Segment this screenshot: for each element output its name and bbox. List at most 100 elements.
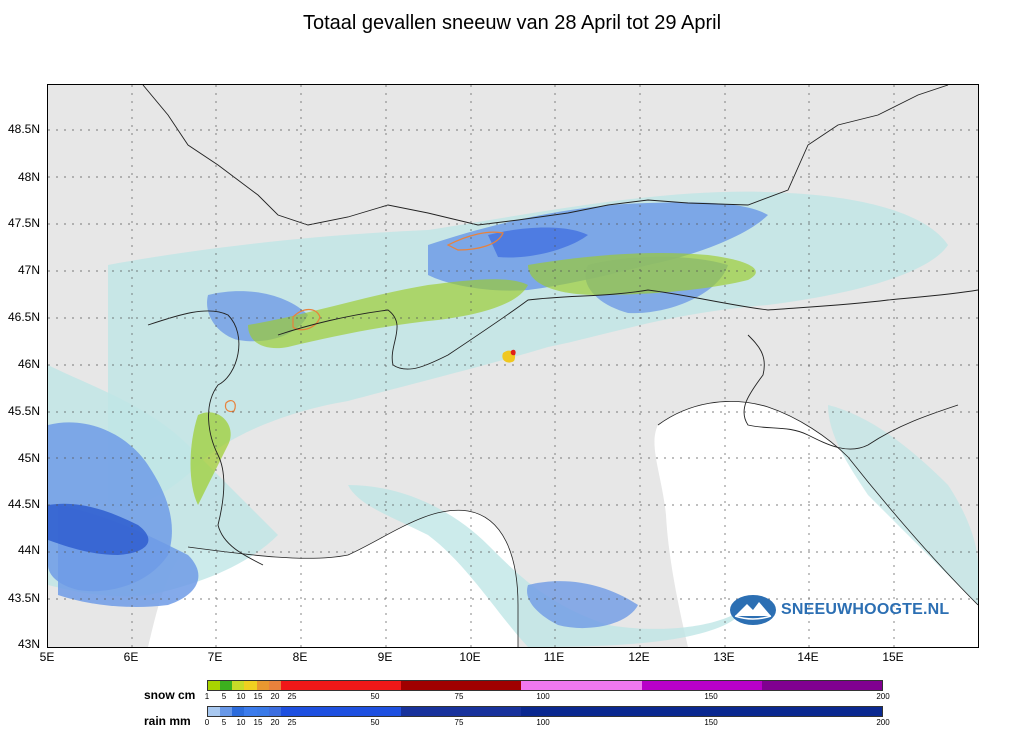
rain-color-segment bbox=[256, 707, 269, 716]
longitude-label: 9E bbox=[377, 650, 393, 664]
rain-tick-label: 20 bbox=[270, 718, 280, 727]
country-border bbox=[743, 334, 959, 450]
rain-color-segment bbox=[581, 707, 642, 716]
rain-color-segment bbox=[701, 707, 762, 716]
latitude-label: 44N bbox=[17, 543, 40, 557]
snow-tick-label: 10 bbox=[236, 692, 246, 701]
snow-tick-label: 5 bbox=[221, 692, 227, 701]
rain-color-segment bbox=[641, 707, 702, 716]
map-graphic bbox=[48, 85, 978, 647]
rain-tick-label: 25 bbox=[287, 718, 297, 727]
rain-color-segment bbox=[268, 707, 281, 716]
brand-text: SNEEUWHOOGTE.NL bbox=[781, 601, 950, 618]
rain-tick-label: 150 bbox=[704, 718, 718, 727]
rain-color-segment bbox=[280, 707, 342, 716]
snow-area-central bbox=[248, 279, 528, 349]
longitude-label: 13E bbox=[713, 650, 735, 664]
latitude-label: 48N bbox=[17, 170, 40, 184]
latitude-label: 48.5N bbox=[7, 122, 40, 136]
snow-color-segment bbox=[641, 681, 702, 690]
snow-outline bbox=[224, 399, 236, 413]
longitude-label: 5E bbox=[39, 650, 55, 664]
rain-colorbar bbox=[207, 706, 883, 717]
snow-colorbar-ticks: 1 5 10 15 20 25 50 75 100 150 200 bbox=[204, 692, 890, 704]
rain-tick-label: 200 bbox=[876, 718, 890, 727]
snow-color-segment bbox=[341, 681, 402, 690]
snow-legend-label: snow cm bbox=[144, 688, 196, 702]
snow-tick-label: 50 bbox=[370, 692, 380, 701]
snow-color-segment bbox=[461, 681, 522, 690]
snow-color-segment bbox=[401, 681, 462, 690]
latitude-label: 47N bbox=[17, 263, 40, 277]
snow-color-segment bbox=[521, 681, 582, 690]
rain-tick-label: 100 bbox=[536, 718, 550, 727]
snow-tick-label: 75 bbox=[454, 692, 464, 701]
snow-area-west bbox=[190, 412, 231, 505]
rain-color-segment bbox=[341, 707, 402, 716]
map-title: Totaal gevallen sneeuw van 28 April tot … bbox=[302, 12, 722, 34]
latitude-label: 47.5N bbox=[7, 216, 40, 230]
snow-color-segment bbox=[761, 681, 822, 690]
map-area[interactable] bbox=[47, 84, 979, 648]
brand-watermark: SNEEUWHOOGTE.NL bbox=[729, 592, 959, 630]
snow-color-segment bbox=[581, 681, 642, 690]
rain-color-segment bbox=[521, 707, 582, 716]
longitude-label: 6E bbox=[123, 650, 139, 664]
mountain-logo-icon bbox=[730, 595, 776, 625]
longitude-label: 14E bbox=[797, 650, 819, 664]
rain-heavy-sw bbox=[48, 503, 149, 555]
longitude-label: 12E bbox=[628, 650, 650, 664]
latitude-label: 45.5N bbox=[7, 404, 40, 418]
snow-tick-label: 25 bbox=[287, 692, 297, 701]
adriatic-sea bbox=[654, 401, 978, 647]
country-border bbox=[277, 289, 978, 370]
ligurian-sea bbox=[148, 510, 518, 647]
snow-tick-label: 1 bbox=[204, 692, 210, 701]
rain-legend-label: rain mm bbox=[144, 714, 191, 728]
rain-medium-north bbox=[428, 202, 768, 291]
coastline bbox=[187, 509, 519, 647]
snow-color-segment bbox=[701, 681, 762, 690]
snow-tick-label: 200 bbox=[876, 692, 890, 701]
snow-color-segment bbox=[244, 681, 257, 690]
longitude-label: 11E bbox=[543, 650, 565, 664]
latitude-label: 44.5N bbox=[7, 497, 40, 511]
rain-color-segment bbox=[761, 707, 822, 716]
latitude-label: 43.5N bbox=[7, 591, 40, 605]
coastline bbox=[657, 401, 978, 606]
latitude-label: 46N bbox=[17, 357, 40, 371]
snow-color-segment bbox=[256, 681, 269, 690]
rain-tick-label: 5 bbox=[221, 718, 227, 727]
longitude-label: 7E bbox=[207, 650, 223, 664]
snow-peak-red bbox=[510, 349, 516, 356]
longitude-label: 8E bbox=[292, 650, 308, 664]
latitude-label: 46.5N bbox=[7, 310, 40, 324]
snow-color-segment bbox=[220, 681, 233, 690]
snow-outline bbox=[446, 231, 504, 251]
rain-tick-label: 50 bbox=[370, 718, 380, 727]
snow-tick-label: 100 bbox=[536, 692, 550, 701]
snow-tick-label: 15 bbox=[253, 692, 263, 701]
snow-color-segment bbox=[821, 681, 883, 690]
country-border bbox=[142, 85, 949, 226]
snow-color-segment bbox=[268, 681, 281, 690]
snow-tick-label: 20 bbox=[270, 692, 280, 701]
rain-light-east bbox=[828, 405, 978, 605]
snow-area-east bbox=[528, 253, 756, 295]
rain-color-segment bbox=[821, 707, 883, 716]
rain-tick-label: 10 bbox=[236, 718, 246, 727]
rain-heavy-north bbox=[488, 227, 588, 258]
longitude-label: 15E bbox=[882, 650, 904, 664]
rain-color-segment bbox=[244, 707, 257, 716]
rain-color-segment bbox=[401, 707, 462, 716]
rain-tick-label: 0 bbox=[204, 718, 210, 727]
snow-colorbar bbox=[207, 680, 883, 691]
rain-color-segment bbox=[220, 707, 233, 716]
snow-color-segment bbox=[208, 681, 221, 690]
rain-light-coast bbox=[348, 485, 748, 647]
rain-tick-label: 15 bbox=[253, 718, 263, 727]
rain-tick-label: 75 bbox=[454, 718, 464, 727]
rain-color-segment bbox=[232, 707, 245, 716]
rain-colorbar-ticks: 0 5 10 15 20 25 50 75 100 150 200 bbox=[204, 718, 890, 730]
rain-medium-coast bbox=[527, 581, 638, 629]
